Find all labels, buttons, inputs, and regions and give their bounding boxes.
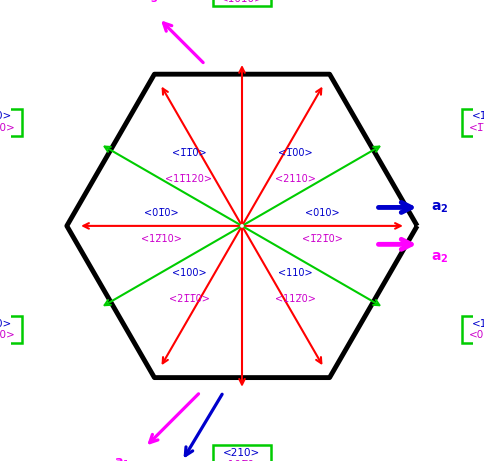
- Text: <2110>: <2110>: [274, 174, 316, 184]
- Text: <1̅010>: <1̅010>: [220, 0, 264, 4]
- Text: <011̅0>: <011̅0>: [469, 331, 484, 341]
- Bar: [462, 109, 484, 136]
- Text: <1̅10>: <1̅10>: [472, 111, 484, 121]
- Bar: [462, 316, 484, 343]
- Text: <01̅0>: <01̅0>: [144, 208, 179, 218]
- Text: <210>: <210>: [224, 448, 260, 458]
- Text: <010>: <010>: [305, 208, 340, 218]
- Text: <01̅1̅0>: <01̅1̅0>: [0, 123, 15, 133]
- Text: <1̅21̅0>: <1̅21̅0>: [302, 234, 343, 244]
- Text: <110>: <110>: [278, 268, 312, 278]
- Bar: [0, 109, 22, 136]
- Text: <1̅2̅0>: <1̅2̅0>: [0, 111, 12, 121]
- Text: $\mathbf{a_2}$: $\mathbf{a_2}$: [431, 200, 448, 215]
- Bar: [0, 316, 22, 343]
- Text: <101̅0>: <101̅0>: [220, 460, 264, 461]
- Text: <1̅1̅0>: <1̅1̅0>: [172, 148, 206, 158]
- Text: <11̅0>: <11̅0>: [0, 319, 12, 329]
- Bar: [213, 445, 271, 461]
- Text: <112̅0>: <112̅0>: [274, 294, 316, 304]
- Text: <21̅1̅0>: <21̅1̅0>: [168, 294, 210, 304]
- Text: <12̅10>: <12̅10>: [141, 234, 182, 244]
- Text: <11̅00>: <11̅00>: [0, 331, 15, 341]
- Text: $\mathbf{a_1}$: $\mathbf{a_1}$: [114, 456, 130, 461]
- Text: <1̅00>: <1̅00>: [278, 148, 312, 158]
- Text: $\mathbf{a_2}$: $\mathbf{a_2}$: [431, 251, 448, 266]
- Text: <11̅120>: <11̅120>: [166, 174, 212, 184]
- Text: $\mathbf{a_3}$: $\mathbf{a_3}$: [141, 0, 159, 5]
- Text: <1̅1̅00>: <1̅1̅00>: [469, 123, 484, 133]
- Text: <100>: <100>: [172, 268, 206, 278]
- Bar: [213, 0, 271, 6]
- Text: <120>: <120>: [472, 319, 484, 329]
